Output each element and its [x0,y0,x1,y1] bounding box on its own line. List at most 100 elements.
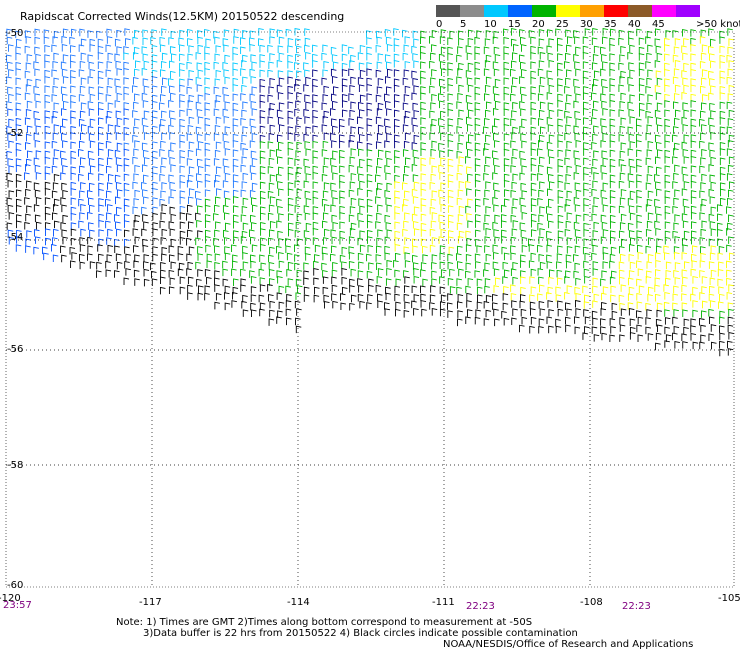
wind-barb [232,84,239,92]
wind-barb [232,180,239,189]
legend-swatch [652,5,676,17]
wind-barb [708,189,715,197]
wind-barb [170,92,176,101]
wind-barb [78,94,85,102]
wind-barb [438,142,444,151]
wind-barb [467,29,474,38]
wind-barb [366,133,373,142]
wind-barb [700,334,706,343]
wind-barb [105,165,112,174]
wind-barb [107,204,113,212]
wind-barb [70,166,77,174]
wind-barb [413,228,420,236]
wind-barb [44,212,51,221]
wind-barb [645,302,651,311]
wind-barb [447,124,454,133]
wind-barb [204,102,211,110]
wind-barb [457,30,464,38]
wind-barb [457,117,463,126]
wind-barb [719,61,726,69]
wind-barb [141,206,147,215]
wind-barb [186,253,192,262]
wind-barb [710,228,717,236]
wind-barb [60,86,67,94]
wind-barb [619,334,625,342]
wind-barb [151,85,158,93]
wind-barb [214,78,221,86]
wind-barb [215,70,222,78]
wind-barb [430,77,436,85]
wind-barb [223,69,230,77]
wind-barb [313,268,319,276]
wind-barb [700,52,707,61]
wind-barb [412,53,418,61]
wind-barb [358,198,364,206]
wind-barb [610,28,616,37]
wind-barb [709,124,715,133]
wind-barb [466,77,473,85]
wind-barb [690,174,697,183]
wind-barb [600,189,607,198]
wind-barb [575,93,581,101]
wind-barb [385,197,392,205]
wind-barb [188,116,195,125]
wind-barb [709,53,715,61]
wind-barb [386,182,392,191]
wind-barb [250,214,256,223]
wind-barb [474,102,481,110]
wind-barb [647,286,654,295]
wind-barb [420,142,427,150]
wind-barb [133,269,140,278]
wind-barb [53,124,60,132]
wind-barb [413,308,419,316]
wind-barb [341,44,348,52]
wind-barb [384,93,390,102]
wind-barb [682,276,688,285]
wind-barb [187,204,193,213]
wind-barb [674,236,681,244]
wind-barb [645,326,651,335]
wind-barb [664,156,671,164]
wind-barb [385,76,391,84]
wind-barb [375,94,382,103]
wind-barb [25,213,31,222]
wind-barb [276,29,283,37]
wind-barb [439,100,445,109]
wind-barb [233,236,239,245]
wind-barb [420,30,426,39]
legend-label: >50 knots [696,19,740,30]
wind-barb [34,93,41,101]
wind-barb [35,236,41,244]
wind-barb [105,69,112,77]
wind-barb [51,140,58,149]
wind-barb [123,148,130,157]
wind-barb [656,309,663,318]
wind-barb [636,124,642,133]
wind-barb [232,93,239,102]
wind-barb [240,268,246,277]
wind-barb [483,68,490,76]
wind-barb [467,198,473,207]
wind-barb [727,340,733,349]
wind-barb [458,38,464,46]
wind-barb [574,204,581,212]
wind-barb [80,132,86,141]
wind-barb [394,196,400,205]
wind-barb [440,85,446,94]
wind-barb [213,158,220,166]
wind-barb [557,149,564,158]
wind-barb [718,301,724,309]
wind-barb [593,70,600,79]
wind-barb [259,166,266,174]
wind-barb [252,204,258,213]
wind-barb [24,221,30,230]
wind-barb [538,254,545,262]
wind-barb [168,100,174,108]
wind-barb [638,77,645,86]
wind-barb [664,205,671,214]
wind-barb [690,109,697,117]
wind-barb [295,78,301,87]
legend-swatch [556,5,580,17]
wind-barb [204,77,211,85]
